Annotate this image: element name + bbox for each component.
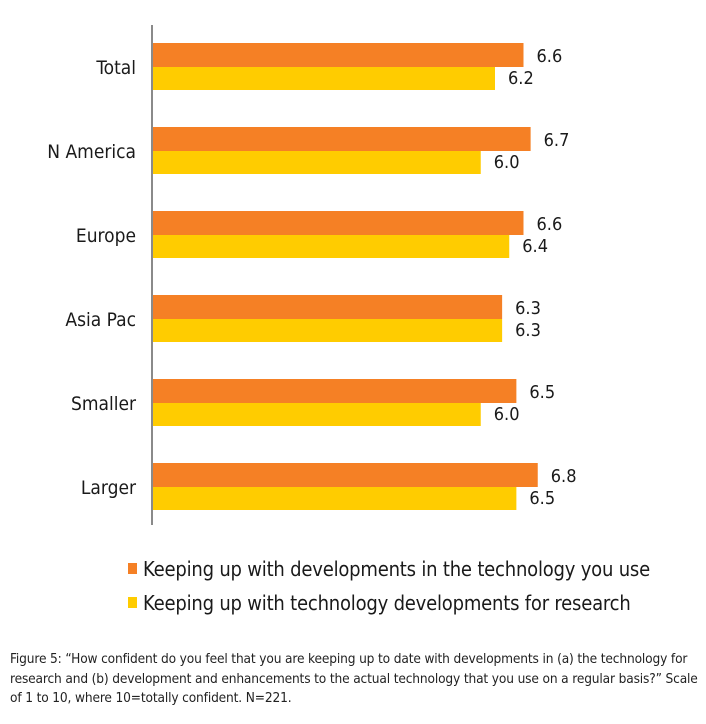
category-label: Total	[95, 57, 136, 79]
legend-swatch-orange	[128, 562, 137, 574]
value-label: 6.6	[537, 214, 563, 235]
value-label: 6.7	[544, 130, 570, 151]
legend-label: Keeping up with technology developments …	[143, 591, 631, 615]
bar-research	[153, 487, 517, 510]
value-label: 6.2	[508, 68, 534, 89]
value-label: 6.5	[529, 382, 555, 403]
legend-swatch-yellow	[128, 596, 137, 608]
category-label: Asia Pac	[65, 309, 136, 331]
bar-technology-you-use	[153, 295, 503, 319]
bar-research	[153, 403, 481, 426]
value-label: 6.4	[522, 236, 548, 257]
category-labels: Total N America Europe Asia Pac Smaller Large…	[47, 57, 137, 499]
value-label: 6.6	[537, 46, 563, 67]
bar-research	[153, 319, 503, 342]
bar-technology-you-use	[153, 43, 524, 67]
legend: Keeping up with developments in the tech…	[128, 552, 650, 620]
legend-label: Keeping up with developments in the tech…	[143, 557, 650, 581]
category-label: Smaller	[71, 393, 137, 415]
legend-item-research: Keeping up with technology developments …	[128, 586, 650, 620]
bar-technology-you-use	[153, 127, 531, 151]
bar-research	[153, 151, 481, 174]
figure-caption: Figure 5: “How confident do you feel tha…	[10, 651, 698, 706]
value-label: 6.3	[515, 320, 541, 341]
legend-item-technology-you-use: Keeping up with developments in the tech…	[128, 552, 650, 586]
bars-group	[153, 43, 538, 510]
bar-research	[153, 67, 495, 90]
value-label: 6.0	[494, 152, 520, 173]
bar-research	[153, 235, 510, 258]
bar-chart: Total N America Europe Asia Pac Smaller Large…	[47, 25, 577, 525]
value-labels: 6.66.26.76.06.66.46.36.36.56.06.86.5	[494, 46, 577, 509]
value-label: 6.8	[551, 466, 577, 487]
category-label: Europe	[76, 225, 136, 247]
bar-technology-you-use	[153, 463, 538, 487]
bar-technology-you-use	[153, 379, 517, 403]
value-label: 6.5	[529, 488, 555, 509]
bar-technology-you-use	[153, 211, 524, 235]
category-label: Larger	[81, 477, 137, 499]
value-label: 6.0	[494, 404, 520, 425]
value-label: 6.3	[515, 298, 541, 319]
category-label: N America	[47, 141, 136, 163]
